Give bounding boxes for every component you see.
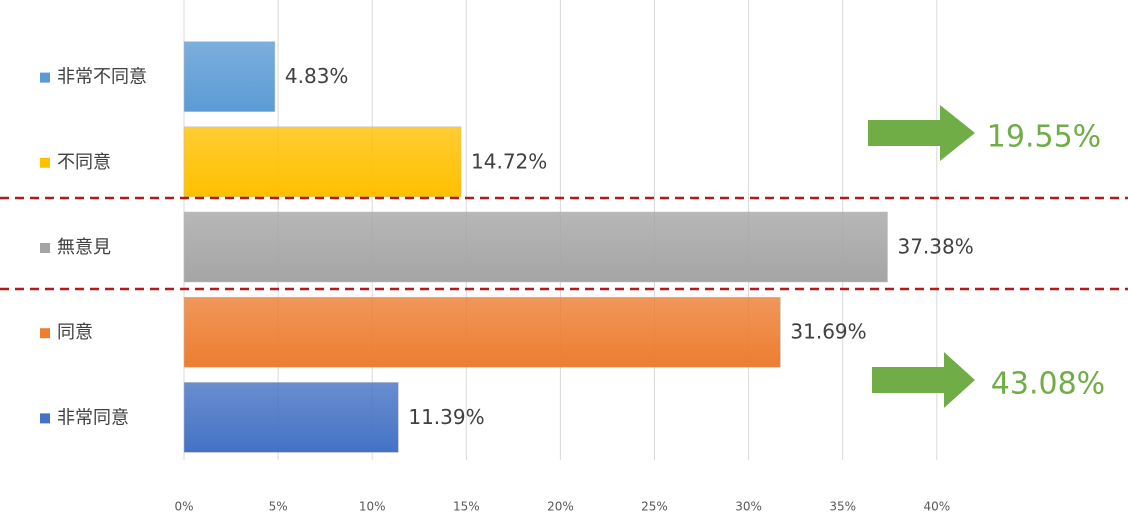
bar <box>183 126 462 198</box>
y-tick-label: 同意 <box>57 322 93 343</box>
value-label: 37.38% <box>897 235 973 259</box>
bar <box>183 382 399 453</box>
annotation: 19.55% <box>987 120 1101 155</box>
x-tick-label: 15% <box>453 500 480 514</box>
bar <box>183 41 276 112</box>
value-label: 4.83% <box>285 64 349 88</box>
value-label: 14.72% <box>471 149 547 173</box>
value-label: 11.39% <box>408 405 484 429</box>
x-tick-label: 5% <box>269 500 288 514</box>
x-tick-label: 30% <box>735 500 762 514</box>
annotation: 43.08% <box>991 367 1105 402</box>
x-tick-label: 25% <box>641 500 668 514</box>
x-tick-label: 40% <box>923 500 950 514</box>
legend-marker <box>40 413 50 424</box>
y-tick-label: 不同意 <box>57 152 111 173</box>
legend-marker <box>40 72 50 83</box>
bars <box>183 41 888 453</box>
y-tick-label: 非常同意 <box>57 407 129 428</box>
x-tick-label: 10% <box>359 500 386 514</box>
arrow <box>868 105 975 161</box>
legend-marker <box>40 328 50 339</box>
x-tick-label: 35% <box>829 500 856 514</box>
legend-marker <box>40 157 50 168</box>
x-tick-label: 0% <box>174 500 193 514</box>
y-tick-label: 無意見 <box>57 237 111 258</box>
x-tick-label: 20% <box>547 500 574 514</box>
arrow <box>872 352 975 408</box>
legend-marker <box>40 243 50 253</box>
bar <box>183 211 888 283</box>
y-tick-label: 非常不同意 <box>57 67 147 88</box>
value-label: 31.69% <box>790 320 866 344</box>
bar <box>183 296 781 368</box>
